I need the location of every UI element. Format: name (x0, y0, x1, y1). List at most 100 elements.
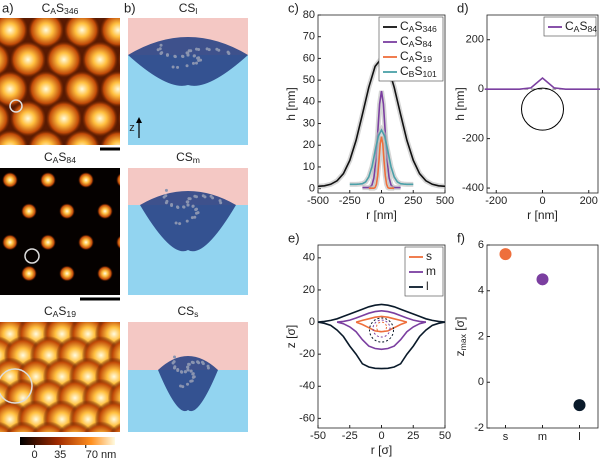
y-tick-label: 40 (303, 252, 315, 264)
afm-blob (99, 128, 120, 145)
afm-image (0, 168, 120, 295)
x-tick-label: -200 (485, 195, 507, 207)
afm-blob (97, 203, 113, 220)
afm-title: CAS346 (42, 1, 79, 16)
panel-label: a) (2, 0, 14, 15)
sim-bead (197, 361, 201, 365)
y-tick-label: 20 (303, 139, 315, 151)
afm-blob (0, 128, 29, 145)
colorbar-label: 0 (32, 449, 38, 461)
afm-blob (0, 69, 30, 109)
sim-bead (194, 61, 198, 65)
sim-bead (187, 362, 191, 366)
y-tick-label: -20 (299, 348, 315, 360)
core-circle (372, 319, 391, 338)
x-tick-label: 50 (439, 430, 451, 442)
y-tick-label: 6 (478, 239, 484, 251)
legend-label: m (426, 264, 436, 278)
sim-bead (191, 372, 195, 376)
plot-frame (486, 14, 599, 194)
series-line (349, 128, 414, 186)
afm-blob (5, 421, 41, 432)
sim-bead (185, 219, 189, 223)
panel-label: b) (124, 0, 136, 15)
y-tick-label: -200 (462, 133, 484, 145)
sim-bead (191, 361, 195, 365)
afm-blob (2, 234, 18, 251)
core-circle (369, 317, 394, 343)
series-line (368, 136, 395, 189)
x-tick-label: -250 (339, 195, 361, 207)
afm-blob (2, 172, 18, 188)
afm-blob (0, 101, 12, 137)
afm-blob (116, 235, 120, 250)
x-tick-label: -25 (342, 430, 358, 442)
sim-bead (176, 368, 180, 372)
x-tick-label: 200 (580, 195, 598, 207)
panel-label: c) (288, 0, 299, 15)
sim-bead (178, 222, 182, 226)
sim-bead (186, 203, 190, 207)
series-line (317, 321, 446, 370)
colorbar (20, 437, 115, 445)
panel-label: d) (457, 0, 469, 15)
legend-label: CAS19 (400, 49, 432, 64)
sim-bead (189, 369, 193, 373)
sim-bead (186, 368, 190, 372)
image-panels (0, 18, 248, 432)
sim-bead (197, 59, 201, 63)
sim-bead (171, 65, 175, 69)
afm-title: CAS84 (44, 150, 76, 165)
sim-bead (189, 49, 193, 53)
afm-blob (116, 173, 120, 187)
y-tick-label: 60 (303, 52, 315, 64)
afm-blob (44, 40, 84, 79)
afm-blob (98, 69, 120, 109)
y-tick-label: 30 (303, 117, 315, 129)
sim-image (128, 168, 248, 295)
afm-blob (40, 172, 56, 188)
panel-label: e) (288, 230, 300, 245)
sim-bead (189, 379, 193, 383)
sim-bead (186, 365, 190, 369)
sim-bead (217, 48, 221, 52)
sim-bead (186, 51, 190, 55)
sim-bead (159, 43, 163, 47)
sim-bead (179, 370, 183, 374)
sim-bead (158, 47, 162, 51)
sim-bead (207, 48, 211, 52)
series-line (336, 321, 427, 351)
sim-bead (173, 355, 177, 359)
z-arrowhead (136, 117, 142, 123)
y-tick-label: 200 (466, 34, 484, 46)
sim-title: CSm (176, 150, 200, 165)
sim-title: CSl (179, 1, 198, 16)
y-tick-label: 50 (303, 74, 315, 86)
y-tick-label: 20 (303, 284, 315, 296)
y-axis-label: h [nm] (284, 87, 298, 120)
afm-blob (80, 40, 120, 79)
y-tick-label: 0 (478, 376, 484, 388)
afm-blob (62, 69, 102, 109)
afm-blob (80, 99, 120, 138)
y-tick-label: 70 (303, 31, 315, 43)
x-tick-label: -500 (307, 195, 329, 207)
sim-bead (191, 204, 195, 208)
x-axis-label: r [σ] (371, 443, 392, 457)
x-tick-label: l (578, 431, 580, 443)
core-circle (376, 321, 387, 333)
x-tick-label: 0 (378, 195, 384, 207)
legend-label: CAS84 (565, 19, 597, 34)
afm-blob (116, 48, 120, 71)
afm-blob (21, 203, 37, 220)
sim-image (128, 322, 248, 432)
series-line (355, 315, 408, 323)
y-tick-label: 10 (303, 161, 315, 173)
afm-blob (26, 69, 66, 109)
x-tick-label: 250 (404, 195, 422, 207)
afm-blob (116, 107, 120, 130)
y-axis-label: zmax [σ] (453, 317, 468, 357)
sim-bead (193, 215, 197, 219)
legend-label: l (426, 279, 429, 293)
